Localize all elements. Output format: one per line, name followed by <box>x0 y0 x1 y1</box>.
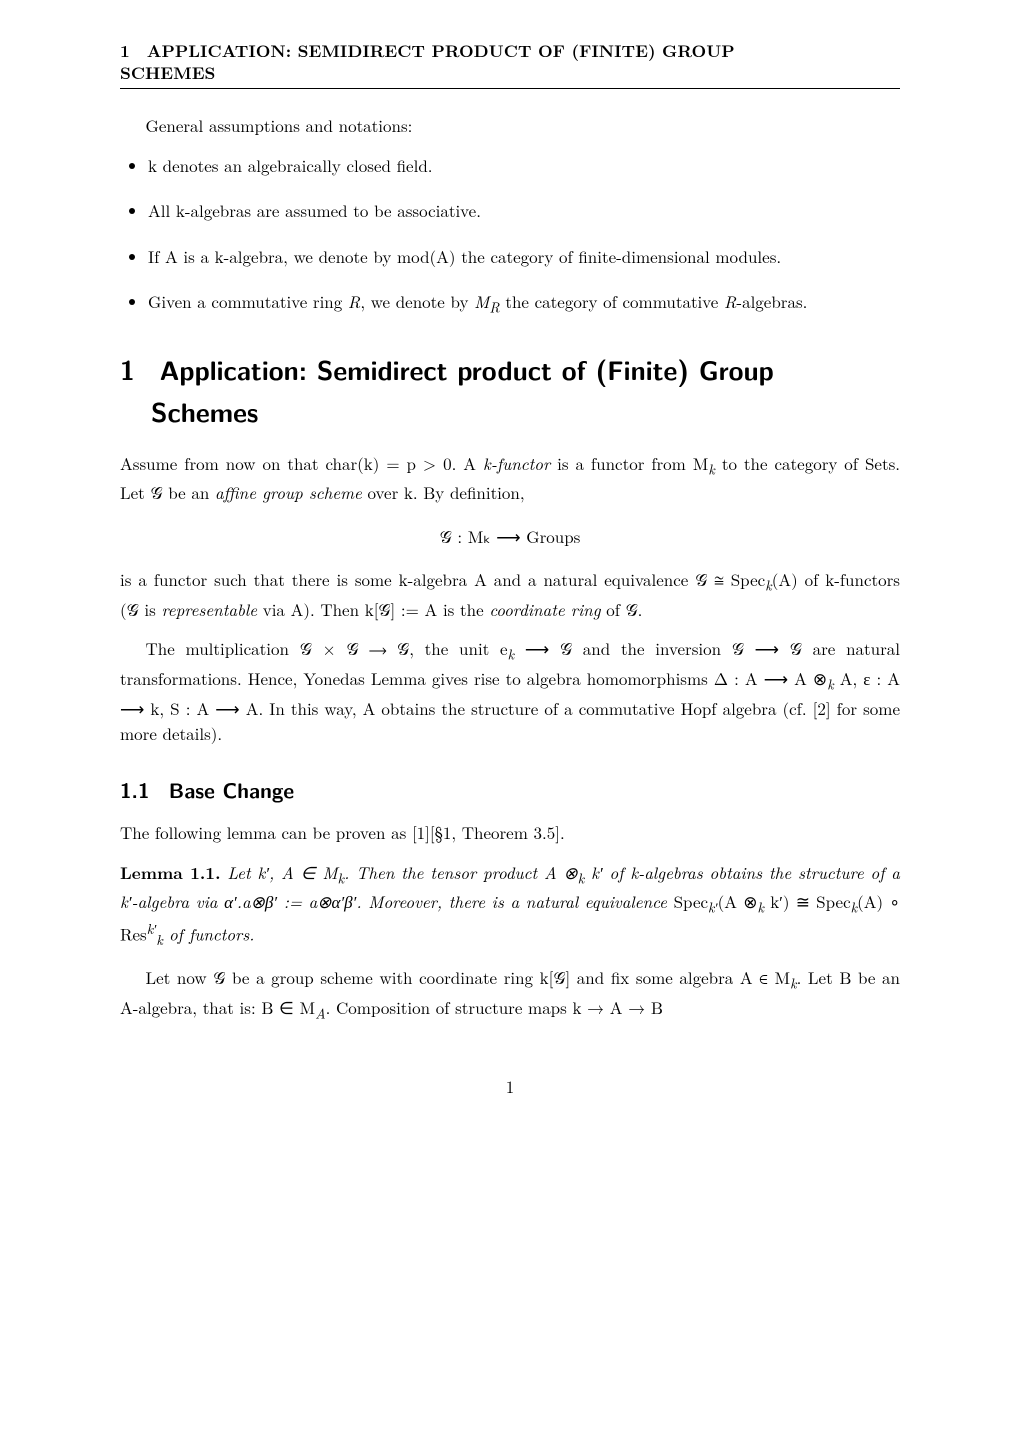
subsection-title: Base Change <box>169 775 294 805</box>
running-header: 1 APPLICATION: SEMIDIRECT PRODUCT OF (FI… <box>120 40 900 89</box>
page-number: 1 <box>120 1074 900 1100</box>
text: of 𝒢. <box>601 597 643 621</box>
term: representable <box>161 597 257 621</box>
section-title-line1: Application: Semidirect product of (Fini… <box>160 350 774 389</box>
subscript: k′ <box>708 898 718 918</box>
display-equation: 𝒢 : Mₖ ⟶ Groups <box>120 524 900 550</box>
lemma: Lemma 1.1. Let k′, A ∈ Mk. Then the tens… <box>120 860 900 952</box>
text: . Then the tensor product A ⊗ <box>344 860 578 884</box>
list-item: All k-algebras are assumed to be associa… <box>148 198 900 224</box>
list-item: k denotes an algebraically closed field. <box>148 153 900 179</box>
paragraph: The following lemma can be proven as [1]… <box>120 820 900 846</box>
text: of functors. <box>163 922 254 946</box>
text: . Composition of structure maps k → A → … <box>326 995 663 1019</box>
term: k-functor <box>483 451 550 475</box>
text: Let k′, A ∈ M <box>221 860 338 884</box>
text: is a functor such that there is some k-a… <box>120 567 765 591</box>
assumptions-list: k denotes an algebraically closed field.… <box>120 153 900 319</box>
text: over k. By definition, <box>362 480 525 504</box>
intro-paragraph: General assumptions and notations: <box>120 113 900 139</box>
text: k′) ≅ Spec <box>764 889 851 913</box>
list-item: If A is a k-algebra, we denote by mod(A)… <box>148 244 900 270</box>
lemma-label: Lemma 1.1. <box>120 861 221 885</box>
text: The multiplication 𝒢 × 𝒢 ⟶ 𝒢, the unit e <box>146 636 508 660</box>
section-number: 1 <box>120 350 135 389</box>
subsection-number: 1.1 <box>120 775 150 805</box>
text: is a functor from M <box>550 451 708 475</box>
list-item: Given a commutative ring R, we denote by… <box>148 289 900 319</box>
term: affine group scheme <box>215 480 362 504</box>
paragraph: Let now 𝒢 be a group scheme with coordin… <box>120 965 900 1024</box>
section-title-line2: Schemes <box>120 391 900 433</box>
text: Let now 𝒢 be a group scheme with coordin… <box>146 965 791 989</box>
running-header-line1: 1 APPLICATION: SEMIDIRECT PRODUCT OF (FI… <box>120 39 735 63</box>
text: (A ⊗ <box>718 889 758 913</box>
running-header-line2: SCHEMES <box>120 61 215 85</box>
text: Assume from now on that char(k) = p > 0.… <box>120 451 483 475</box>
superscript: k′ <box>147 919 157 939</box>
paragraph: Assume from now on that char(k) = p > 0.… <box>120 451 900 506</box>
subscript: A <box>315 1003 326 1023</box>
text: Spec <box>674 889 708 913</box>
paragraph: The multiplication 𝒢 × 𝒢 ⟶ 𝒢, the unit e… <box>120 636 900 746</box>
term: coordinate ring <box>489 597 600 621</box>
section-heading: 1 Application: Semidirect product of (Fi… <box>120 349 900 433</box>
text: via A). Then k[𝒢] := A is the <box>257 597 489 621</box>
paragraph: is a functor such that there is some k-a… <box>120 567 900 622</box>
subsection-heading: 1.1 Base Change <box>120 775 900 807</box>
